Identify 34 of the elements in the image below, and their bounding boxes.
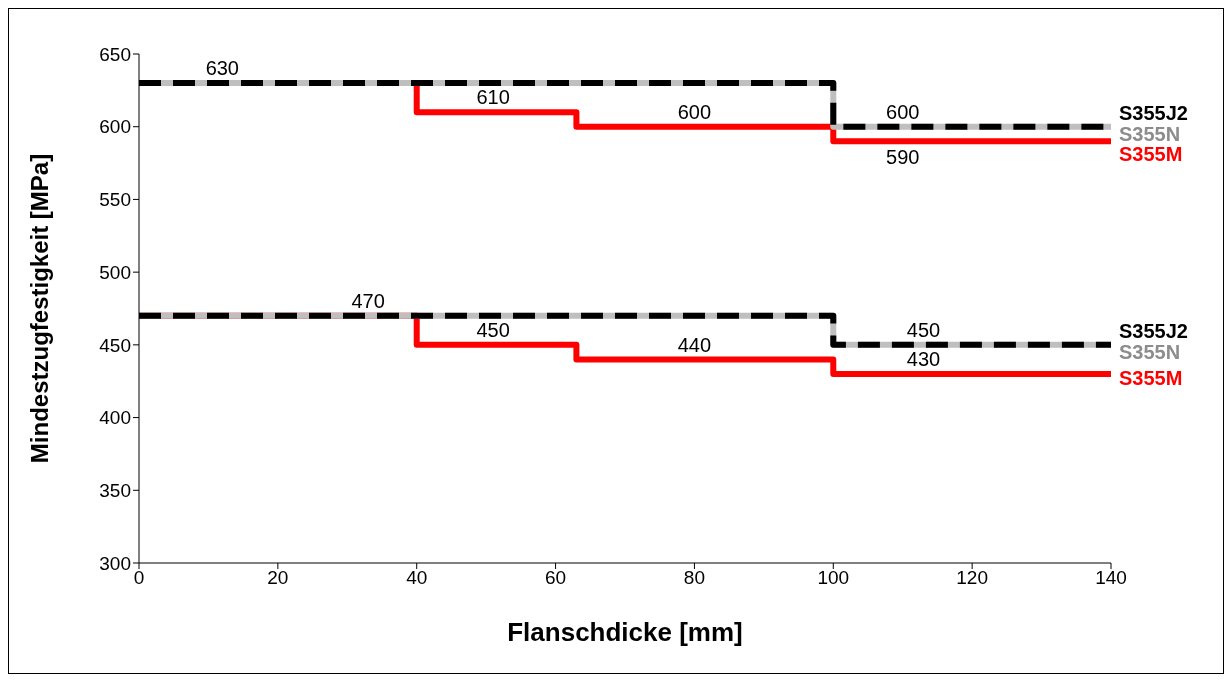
y-tick-label: 500 [99,261,131,283]
annotation: 600 [677,100,712,123]
x-axis-title: Flanschdicke [mm] [507,617,743,647]
x-tick-label: 20 [267,567,289,589]
annotation: 430 [906,348,941,371]
annotation: 610 [476,86,510,109]
y-tick-label: 300 [99,552,131,574]
y-tick-label: 600 [99,116,131,138]
y-tick-label: 350 [99,480,131,502]
annotation: 590 [886,146,920,169]
x-tick-label: 0 [133,567,145,589]
series-label: S355N [1119,122,1181,145]
x-tick-label: 120 [956,567,988,589]
x-tick-label: 100 [817,567,850,589]
x-tick-label: 60 [545,567,567,589]
y-tick-label: 400 [99,407,131,429]
series-label: S355M [1119,143,1183,166]
annotation: 470 [351,289,385,312]
annotation: 440 [677,333,712,356]
annotation: 450 [476,318,510,341]
y-tick-label: 450 [99,334,131,356]
y-tick-label: 550 [99,189,131,211]
series-label: S355N [1119,340,1181,363]
y-tick-label: 650 [99,43,131,65]
x-tick-label: 80 [683,567,705,589]
series-label: S355M [1119,366,1183,389]
y-axis-title: Mindestzugfestigkeit [MPa] [25,153,53,464]
x-tick-label: 140 [1095,567,1127,589]
annotation: 450 [906,318,941,341]
annotation: 630 [205,57,239,80]
series-label: S355J2 [1119,319,1188,342]
x-tick-label: 40 [406,567,428,589]
annotation: 600 [886,100,920,123]
series-label: S355J2 [1119,101,1188,124]
